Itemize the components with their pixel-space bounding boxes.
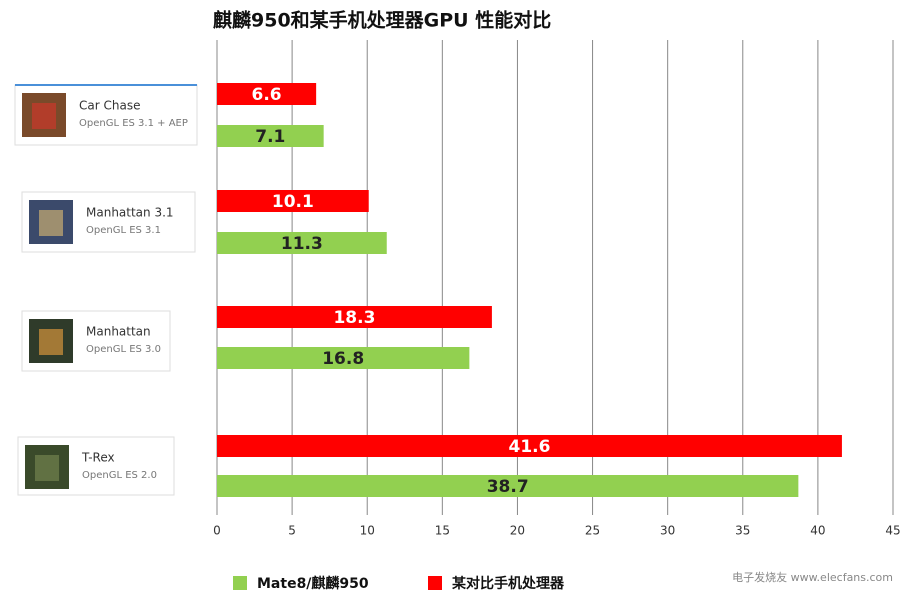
category-icon-detail	[35, 455, 59, 481]
x-tick-label: 15	[435, 524, 450, 538]
value-label: 10.1	[272, 192, 314, 212]
category-icon-detail	[39, 210, 63, 236]
value-label: 11.3	[281, 234, 323, 254]
bar	[217, 435, 842, 457]
value-label: 41.6	[508, 437, 550, 457]
category-icon-detail	[39, 329, 63, 355]
category-label: T-Rex	[81, 451, 115, 465]
watermark: 电子发烧友 www.elecfans.com	[732, 570, 893, 584]
category-subtitle: OpenGL ES 3.1	[86, 225, 161, 236]
x-tick-label: 5	[288, 524, 296, 538]
legend-swatch	[233, 576, 247, 590]
value-label: 7.1	[255, 127, 285, 147]
category-label: Manhattan	[86, 325, 151, 339]
bar	[217, 83, 317, 105]
x-tick-label: 25	[585, 524, 600, 538]
x-tick-label: 45	[885, 524, 900, 538]
x-tick-label: 10	[360, 524, 375, 538]
category-subtitle: OpenGL ES 3.0	[86, 344, 161, 355]
bar	[217, 306, 492, 328]
x-tick-label: 35	[735, 524, 750, 538]
x-tick-label: 20	[510, 524, 525, 538]
legend-label: 某对比手机处理器	[452, 575, 565, 592]
x-tick-label: 40	[810, 524, 825, 538]
value-label: 38.7	[487, 477, 529, 497]
bar	[217, 232, 387, 254]
value-label: 6.6	[252, 85, 282, 105]
bar	[217, 125, 324, 147]
value-label: 18.3	[333, 308, 375, 328]
bar	[217, 475, 799, 497]
category-icon-detail	[32, 103, 56, 129]
category-label: Manhattan 3.1	[86, 206, 174, 220]
bar	[217, 347, 470, 369]
category-subtitle: OpenGL ES 3.1 + AEP	[79, 118, 188, 129]
x-tick-label: 0	[213, 524, 221, 538]
bar	[217, 190, 369, 212]
legend-swatch	[428, 576, 442, 590]
category-subtitle: OpenGL ES 2.0	[82, 470, 157, 481]
category-label: Car Chase	[79, 99, 140, 113]
legend-label: Mate8/麒麟950	[257, 575, 369, 592]
x-tick-label: 30	[660, 524, 675, 538]
value-label: 16.8	[322, 349, 364, 369]
chart-title: 麒麟950和某手机处理器GPU 性能对比	[213, 9, 551, 32]
